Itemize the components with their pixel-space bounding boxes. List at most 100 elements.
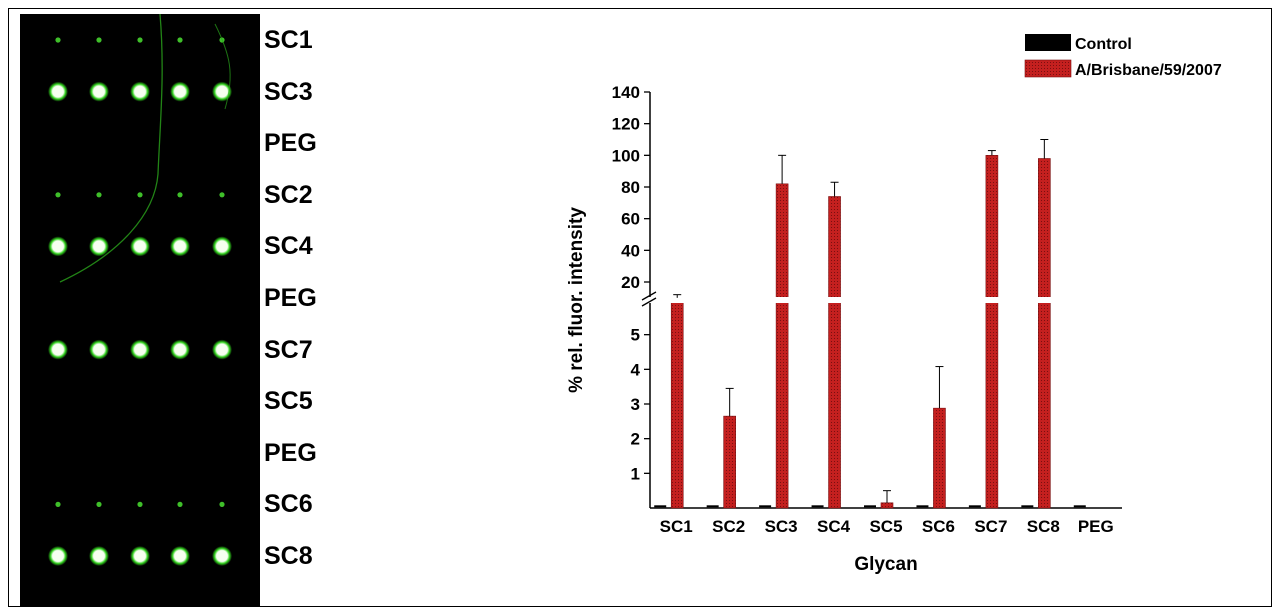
bar-virus: [670, 297, 684, 509]
x-tick-label: SC3: [765, 517, 798, 536]
array-spot: [177, 501, 183, 507]
x-tick-label: PEG: [1078, 517, 1114, 536]
array-spot: [170, 546, 190, 566]
bar-break-gap: [1036, 297, 1053, 303]
bar-break-gap: [669, 297, 686, 303]
lane-label: PEG: [264, 438, 317, 467]
bar-control: [1021, 505, 1034, 508]
bar-virus: [933, 407, 946, 509]
bar-control: [654, 505, 667, 508]
bar-control: [706, 505, 719, 508]
y-tick-label: 1: [631, 464, 640, 483]
x-tick-label: SC7: [974, 517, 1007, 536]
array-spot: [96, 192, 102, 198]
array-spot: [170, 339, 190, 360]
lane-label: SC2: [264, 180, 313, 209]
array-spot: [130, 546, 150, 566]
array-spot: [48, 236, 68, 257]
array-spot: [130, 81, 150, 102]
array-spot: [48, 81, 68, 102]
lane-label: SC6: [264, 490, 313, 519]
array-spot: [219, 192, 225, 198]
y-axis-label: % rel. fluor. intensity: [566, 207, 587, 393]
bar-virus: [985, 155, 999, 509]
y-tick-label: 20: [621, 273, 640, 292]
array-spot: [212, 236, 232, 257]
array-spot: [170, 236, 190, 257]
array-spot: [130, 339, 150, 360]
array-spot: [96, 501, 102, 507]
array-spot: [55, 37, 61, 43]
lane-label: SC4: [264, 232, 313, 261]
microarray-spots: [48, 13, 232, 566]
array-spot: [89, 546, 109, 566]
y-tick-label: 4: [631, 360, 641, 379]
array-spot: [48, 339, 68, 360]
figure-frame: [8, 8, 1272, 607]
axis-break-gap: [640, 297, 660, 303]
axis-break-mark: [641, 297, 657, 307]
y-tick-label: 80: [621, 178, 640, 197]
lane-label: SC1: [264, 26, 313, 54]
lane-label: SC8: [264, 542, 313, 570]
lane-label: PEG: [264, 129, 317, 158]
array-spot: [212, 546, 232, 566]
y-tick-label: 2: [631, 430, 640, 449]
bar-control: [759, 505, 772, 508]
array-spot: [177, 192, 183, 198]
array-spot: [170, 81, 190, 102]
bar-chart: 20 40 60 80 100 120 140 1 2 3 4 5 % rel. fluor. inte…: [566, 34, 1222, 575]
array-spot: [212, 81, 232, 102]
array-spot: [89, 81, 109, 102]
x-tick-label: SC6: [922, 517, 955, 536]
legend-swatch-control: [1025, 34, 1071, 51]
bar-break-gap: [774, 297, 791, 303]
bar-control: [864, 505, 876, 508]
bar-virus: [880, 502, 894, 509]
y-tick-label: 100: [612, 146, 640, 165]
microarray-image: [20, 13, 260, 606]
y-tick-label: 140: [612, 83, 640, 102]
y-tick-label: 120: [612, 115, 640, 134]
x-tick-label: SC4: [817, 517, 851, 536]
bar-control: [916, 505, 929, 508]
bar-virus: [723, 415, 736, 509]
array-spot: [219, 501, 225, 507]
array-spot: [55, 192, 61, 198]
array-spot: [137, 37, 143, 43]
x-tick-label: SC1: [660, 517, 693, 536]
fiber-artifact: [59, 13, 163, 283]
fiber-artifact: [214, 23, 231, 110]
bar-break-gap: [983, 297, 1000, 303]
bar-control: [968, 505, 981, 508]
array-spot: [177, 37, 183, 43]
bar-control: [1073, 505, 1086, 508]
array-spot: [137, 192, 143, 198]
array-spot: [137, 501, 143, 507]
y-tick-label: 40: [621, 241, 640, 260]
bar-break-gap: [826, 297, 843, 303]
array-spot: [89, 236, 109, 257]
x-tick-label: SC8: [1027, 517, 1060, 536]
axis-break-mark: [641, 291, 657, 301]
legend-label-control: Control: [1075, 36, 1132, 53]
legend-swatch-virus: [1024, 59, 1072, 78]
bar-control: [811, 505, 824, 508]
legend-label-virus: A/Brisbane/59/2007: [1075, 62, 1222, 79]
array-spot: [89, 339, 109, 360]
array-spot: [96, 37, 102, 43]
x-axis-label: Glycan: [854, 554, 917, 575]
bar-virus: [828, 196, 841, 509]
y-tick-label: 60: [621, 210, 640, 229]
y-tick-label: 3: [631, 395, 640, 414]
x-tick-label: SC2: [712, 517, 745, 536]
bar-virus: [1038, 158, 1051, 509]
array-spot: [130, 236, 150, 257]
bar-virus: [775, 183, 789, 509]
lane-label: SC7: [264, 335, 313, 364]
lane-label: PEG: [264, 284, 317, 312]
y-tick-label: 5: [631, 326, 640, 345]
array-spot: [212, 339, 232, 360]
lane-label: SC5: [264, 387, 313, 416]
x-tick-label: SC5: [869, 517, 902, 536]
